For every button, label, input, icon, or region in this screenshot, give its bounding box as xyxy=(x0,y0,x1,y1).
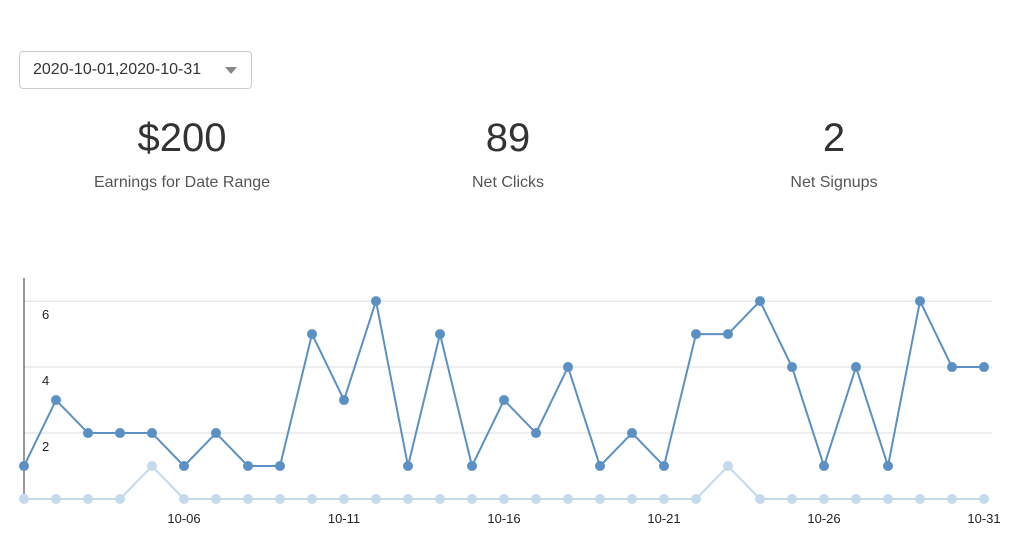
data-point xyxy=(499,395,509,406)
data-point xyxy=(851,362,861,373)
chart-gridlines xyxy=(24,300,992,434)
x-tick-label: 10-21 xyxy=(647,511,680,526)
series-0 xyxy=(19,296,989,472)
clicks-label: Net Clicks xyxy=(471,174,544,191)
data-point xyxy=(115,494,125,504)
data-point xyxy=(723,461,733,472)
data-point xyxy=(403,494,413,504)
stat-signups: 2 Net Signups xyxy=(684,110,984,192)
stat-earnings: $200 Earnings for Date Range xyxy=(32,110,332,192)
data-point xyxy=(243,461,253,472)
data-point xyxy=(787,362,797,373)
data-point xyxy=(51,395,61,406)
earnings-label: Earnings for Date Range xyxy=(93,174,271,191)
data-point xyxy=(19,461,29,472)
x-tick-label: 10-06 xyxy=(167,511,200,526)
data-point xyxy=(819,494,829,504)
data-point xyxy=(83,494,93,504)
data-point xyxy=(211,494,221,504)
data-point xyxy=(979,494,989,504)
data-point xyxy=(19,494,29,504)
data-point xyxy=(627,428,637,439)
data-point xyxy=(883,461,893,472)
date-range-value: 2020-10-01,2020-10-31 xyxy=(33,61,202,78)
data-point xyxy=(915,494,925,504)
data-point xyxy=(627,494,637,504)
data-point xyxy=(851,494,861,504)
data-point xyxy=(947,362,957,373)
x-tick-label: 10-11 xyxy=(328,511,360,526)
y-tick-label: 2 xyxy=(42,439,49,454)
data-point xyxy=(755,494,765,504)
data-point xyxy=(147,428,157,439)
clicks-value: 89 xyxy=(485,116,531,160)
data-point xyxy=(275,461,285,472)
data-point xyxy=(691,494,701,504)
data-point xyxy=(339,494,349,504)
x-tick-labels: 10-06 10-11 10-16 10-21 10-26 10-31 xyxy=(167,511,1000,526)
data-point xyxy=(179,494,189,504)
data-point xyxy=(307,329,317,340)
y-tick-label: 6 xyxy=(42,307,49,322)
data-point xyxy=(563,362,573,373)
data-point xyxy=(787,494,797,504)
y-tick-label: 4 xyxy=(42,373,49,388)
chevron-down-icon xyxy=(225,67,237,74)
data-point xyxy=(499,494,509,504)
data-point xyxy=(659,494,669,504)
data-point xyxy=(339,395,349,406)
signups-value: 2 xyxy=(822,116,846,160)
data-point xyxy=(115,428,125,439)
data-point xyxy=(531,494,541,504)
data-point xyxy=(531,428,541,439)
data-point xyxy=(979,362,989,373)
data-point xyxy=(755,296,765,307)
data-point xyxy=(467,494,477,504)
y-tick-labels: 2 4 6 xyxy=(42,307,49,454)
data-point xyxy=(51,494,61,504)
data-point xyxy=(435,494,445,504)
x-tick-label: 10-31 xyxy=(967,511,1000,526)
stat-clicks: 89 Net Clicks xyxy=(358,110,658,192)
x-tick-label: 10-16 xyxy=(487,511,520,526)
data-point xyxy=(147,461,157,472)
x-tick-label: 10-26 xyxy=(807,511,840,526)
series-line xyxy=(23,300,984,468)
data-point xyxy=(723,329,733,340)
data-point xyxy=(467,461,477,472)
data-point xyxy=(243,494,253,504)
data-point xyxy=(371,296,381,307)
data-point xyxy=(947,494,957,504)
data-point xyxy=(211,428,221,439)
data-point xyxy=(883,494,893,504)
series-1 xyxy=(19,461,989,504)
data-point xyxy=(307,494,317,504)
data-point xyxy=(691,329,701,340)
data-point xyxy=(83,428,93,439)
earnings-value: $200 xyxy=(137,116,227,160)
data-point xyxy=(595,494,605,504)
data-point xyxy=(819,461,829,472)
data-point xyxy=(915,296,925,307)
date-range-select[interactable]: 2020-10-01,2020-10-31 xyxy=(19,51,252,89)
data-point xyxy=(435,329,445,340)
data-point xyxy=(595,461,605,472)
data-point xyxy=(275,494,285,504)
data-point xyxy=(371,494,381,504)
chart-series xyxy=(19,296,989,504)
data-point xyxy=(563,494,573,504)
earnings-line-chart: 2 4 6 10-06 10-11 10-16 10-21 10-26 10-31 xyxy=(19,278,1001,526)
data-point xyxy=(659,461,669,472)
signups-label: Net Signups xyxy=(790,174,878,191)
data-point xyxy=(179,461,189,472)
data-point xyxy=(403,461,413,472)
